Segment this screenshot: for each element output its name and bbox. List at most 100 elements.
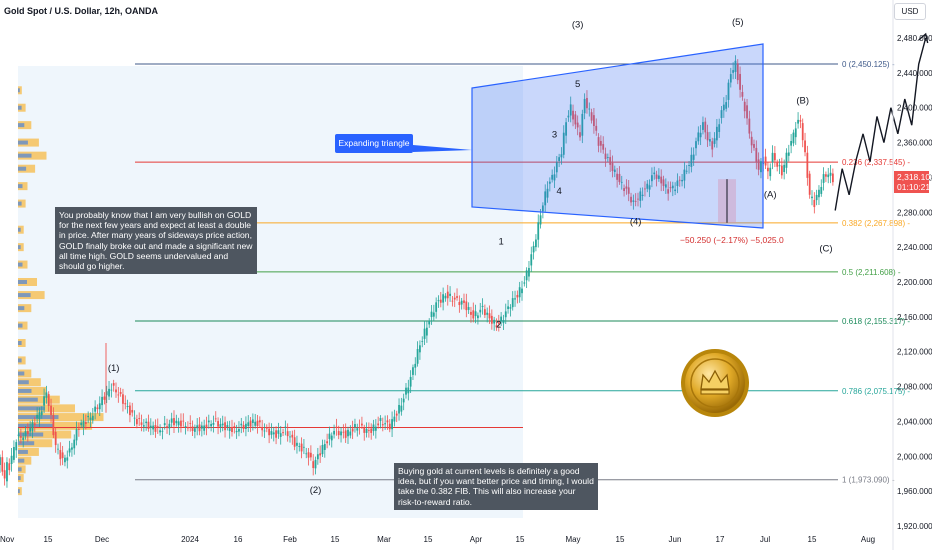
candle-body — [683, 169, 686, 181]
candle-body — [200, 425, 203, 429]
candle-body — [470, 311, 472, 315]
candle-body — [767, 167, 769, 172]
candle-body — [704, 121, 707, 133]
candle-body — [166, 426, 168, 428]
candle-body — [296, 442, 298, 446]
candle-body — [96, 407, 99, 410]
candle-body — [544, 191, 547, 206]
candle-body — [516, 294, 519, 298]
candle-body — [203, 425, 206, 431]
candle-body — [395, 413, 398, 416]
candle-body — [678, 179, 681, 181]
candle-body — [279, 433, 282, 437]
candle-body — [82, 420, 85, 428]
candle-body — [15, 442, 18, 451]
candle-body — [235, 430, 238, 433]
candle-body — [402, 398, 405, 403]
fib-level-label: 0.786 (2,075.175) - — [842, 387, 910, 396]
candle-body — [565, 122, 567, 136]
candle-body — [349, 431, 352, 436]
wave-label: (1) — [108, 363, 120, 374]
candle-body — [474, 311, 477, 317]
candle-body — [514, 298, 516, 300]
candle-body — [224, 422, 226, 431]
volume-profile-bar — [18, 86, 22, 95]
candle-body — [453, 297, 456, 300]
wave-label: 1 — [498, 237, 503, 248]
candle-body — [333, 430, 335, 435]
candle-body — [73, 439, 76, 449]
candle-body — [119, 392, 122, 394]
candle-body — [101, 396, 103, 406]
volume-profile-bar — [18, 447, 39, 456]
candle-body — [356, 428, 359, 431]
candle-body — [500, 316, 503, 322]
currency-selector[interactable]: USD — [894, 3, 926, 20]
candle-body — [374, 426, 377, 431]
candle-body — [555, 162, 558, 173]
volume-profile-core — [18, 166, 27, 171]
candle-body — [293, 437, 296, 447]
candle-body — [94, 406, 97, 412]
candle-body — [611, 162, 614, 171]
candle-body — [706, 132, 709, 141]
volume-profile-bar — [18, 456, 32, 465]
candle-body — [416, 349, 419, 364]
candle-body — [289, 436, 291, 438]
wave-label: 2 — [496, 319, 501, 330]
x-tick-label: 15 — [331, 535, 340, 544]
volume-profile-core — [18, 449, 28, 454]
volume-profile-core — [18, 105, 22, 110]
x-tick-label: Dec — [95, 535, 109, 544]
y-tick-label: 2,080.000 — [897, 383, 932, 392]
candle-body — [80, 422, 83, 426]
candle-body — [182, 420, 185, 422]
candle-body — [551, 174, 554, 180]
volume-profile-core — [18, 371, 25, 376]
wave-label: (3) — [572, 20, 584, 31]
volume-profile-core — [18, 458, 25, 463]
fib-level-label: 0.382 (2,267.898) - — [842, 219, 910, 228]
candle-body — [676, 180, 679, 187]
candle-body — [251, 419, 254, 423]
candle-body — [695, 141, 697, 149]
current-price-tag: 2,318.105 01:10:21 — [894, 171, 932, 193]
candle-body — [757, 159, 760, 170]
candle-body — [449, 293, 451, 296]
candle-body — [521, 288, 523, 294]
candle-body — [212, 422, 215, 425]
candle-body — [258, 420, 261, 423]
candle-body — [530, 254, 533, 266]
candle-body — [152, 425, 155, 430]
candle-body — [386, 420, 389, 423]
candle-body — [655, 174, 658, 179]
volume-profile-core — [18, 123, 25, 128]
candle-body — [630, 196, 632, 203]
candle-body — [776, 162, 779, 167]
candle-body — [483, 309, 486, 316]
candle-body — [486, 312, 489, 315]
candle-body — [646, 183, 649, 189]
candle-body — [613, 169, 616, 173]
candle-body — [597, 137, 600, 146]
volume-profile-bar — [18, 474, 24, 483]
candle-body — [305, 453, 308, 455]
fib-level-label: 1 (1,973.090) - — [842, 476, 895, 485]
y-tick-label: 2,280.000 — [897, 208, 932, 217]
callout-pointer — [413, 145, 472, 152]
candle-body — [381, 424, 384, 426]
candle-body — [351, 428, 354, 432]
candle-body — [808, 173, 811, 195]
candle-body — [790, 140, 793, 146]
candle-body — [465, 301, 468, 311]
candle-body — [771, 152, 774, 163]
x-tick-label: 15 — [516, 535, 525, 544]
candle-body — [24, 431, 27, 437]
volume-profile-core — [18, 467, 22, 472]
candle-body — [344, 430, 347, 438]
candle-body — [681, 179, 683, 182]
volume-profile-core — [18, 432, 44, 437]
candle-body — [272, 432, 275, 435]
candle-body — [124, 403, 127, 405]
